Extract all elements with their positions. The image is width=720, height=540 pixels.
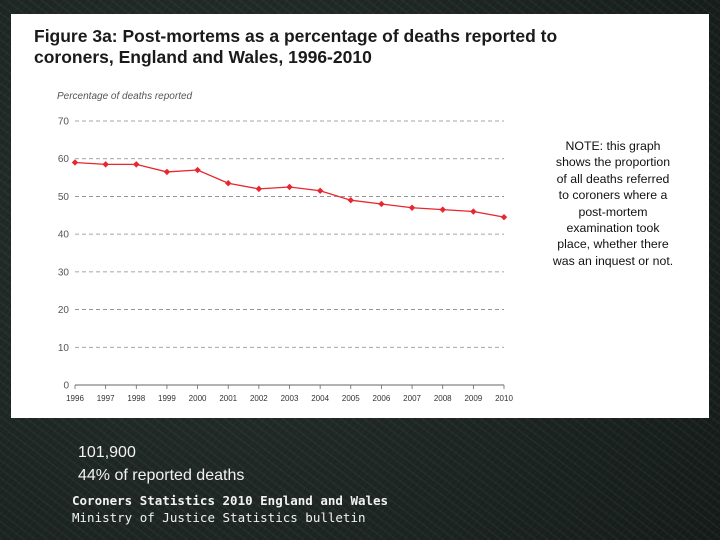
chart-note: NOTE: this graph shows the proportion of…	[552, 139, 674, 268]
x-tick-label: 1996	[66, 394, 84, 403]
caption-count: 101,900	[78, 444, 136, 461]
data-point	[225, 180, 232, 187]
caption-percentage: 44% of reported deaths	[78, 467, 245, 484]
data-point	[347, 197, 354, 204]
data-point	[439, 206, 446, 213]
x-tick-label: 2002	[250, 394, 268, 403]
x-tick-label: 1998	[127, 394, 145, 403]
data-point	[286, 183, 293, 191]
x-tick-label: 2003	[281, 394, 299, 403]
x-tick-label: 2006	[373, 394, 391, 403]
y-tick-label: 70	[58, 117, 70, 128]
x-tick-label: 2004	[311, 394, 329, 403]
y-tick-label: 10	[58, 343, 70, 354]
data-point	[255, 185, 263, 193]
x-tick-label: 2005	[342, 394, 360, 403]
line-chart: 0 10 20 30 40 50 60 70 1996 1997 1998 1999 2000 2001 2…	[58, 117, 514, 404]
y-tick-label: 30	[58, 267, 70, 278]
x-tick-label: 2009	[464, 394, 482, 403]
x-tick-label: 2010	[495, 394, 513, 403]
y-axis-label: Percentage of deaths reported	[57, 91, 193, 102]
data-point	[163, 168, 171, 176]
y-tick-label: 50	[58, 192, 70, 203]
data-point	[133, 161, 140, 168]
source-title: Coroners Statistics 2010 England and Wal…	[72, 493, 389, 508]
x-tick-label: 2001	[219, 394, 237, 403]
source-citation: Coroners Statistics 2010 England and Wal…	[72, 492, 388, 526]
y-tick-label: 20	[58, 305, 70, 316]
y-tick-label: 40	[58, 230, 70, 241]
data-point	[71, 159, 79, 166]
figure-panel: Figure 3a: Post-mortems as a percentage …	[11, 14, 709, 418]
data-point	[194, 166, 201, 174]
x-tick-label: 1997	[97, 394, 115, 403]
data-point	[500, 213, 508, 221]
y-tick-label: 0	[63, 381, 69, 392]
y-tick-label: 60	[58, 154, 70, 165]
x-tick-label: 2000	[189, 394, 207, 403]
data-point	[470, 208, 477, 215]
data-point	[378, 200, 385, 208]
data-point	[408, 204, 416, 211]
chart-title: Figure 3a: Post-mortems as a percentage …	[34, 26, 558, 67]
x-tick-label: 2007	[403, 394, 421, 403]
source-subtitle: Ministry of Justice Statistics bulletin	[72, 510, 366, 525]
data-point	[316, 187, 324, 194]
data-point	[102, 161, 109, 168]
x-tick-label: 2008	[434, 394, 452, 403]
x-tick-label: 1999	[158, 394, 176, 403]
